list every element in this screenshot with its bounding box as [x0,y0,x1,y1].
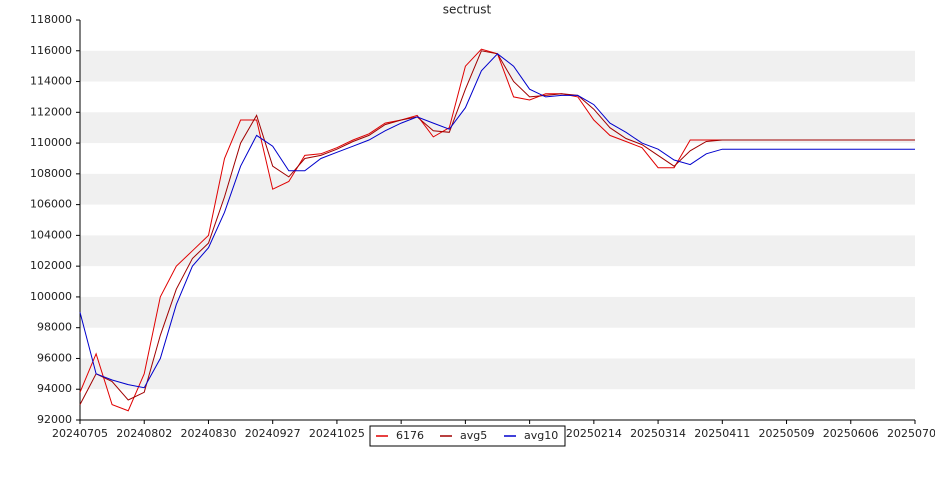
x-tick-label: 20250214 [566,427,622,440]
x-tick-label: 20250411 [694,427,750,440]
grid-band [80,173,915,205]
y-tick-label: 104000 [30,228,72,241]
legend-label: avg10 [524,429,558,442]
series-line [79,53,915,389]
y-tick-label: 108000 [30,167,72,180]
legend: 6176 avg5 avg10 [369,425,566,447]
y-tick-label: 106000 [30,198,72,211]
grid-band [80,296,915,328]
series-line [79,48,915,412]
y-tick-label: 116000 [30,44,72,57]
grid-band [80,235,915,267]
y-tick-label: 96000 [37,351,72,364]
series-line [79,50,915,405]
x-tick-label: 20241025 [309,427,365,440]
y-tick-label: 102000 [30,259,72,272]
x-tick-label: 20250509 [759,427,815,440]
x-tick-label: 20240927 [245,427,301,440]
legend-label: avg5 [460,429,487,442]
y-tick-label: 98000 [37,321,72,334]
y-tick-label: 118000 [30,13,72,26]
y-tick-label: 114000 [30,75,72,88]
y-tick-label: 112000 [30,105,72,118]
x-tick-label: 20240830 [180,427,236,440]
y-tick-label: 92000 [37,413,72,426]
x-tick-label: 20250314 [630,427,686,440]
chart-title: sectrust [443,3,492,17]
y-tick-label: 110000 [30,136,72,149]
x-tick-label: 20240802 [116,427,172,440]
grid-band [80,112,915,144]
legend-label: 6176 [396,429,424,442]
x-tick-label: 20250704 [887,427,935,440]
x-tick-label: 20240705 [52,427,108,440]
y-tick-label: 94000 [37,382,72,395]
grid-band [80,358,915,390]
legend-box [369,425,566,447]
x-tick-label: 20250606 [823,427,879,440]
y-tick-label: 100000 [30,290,72,303]
grid-band [80,50,915,82]
